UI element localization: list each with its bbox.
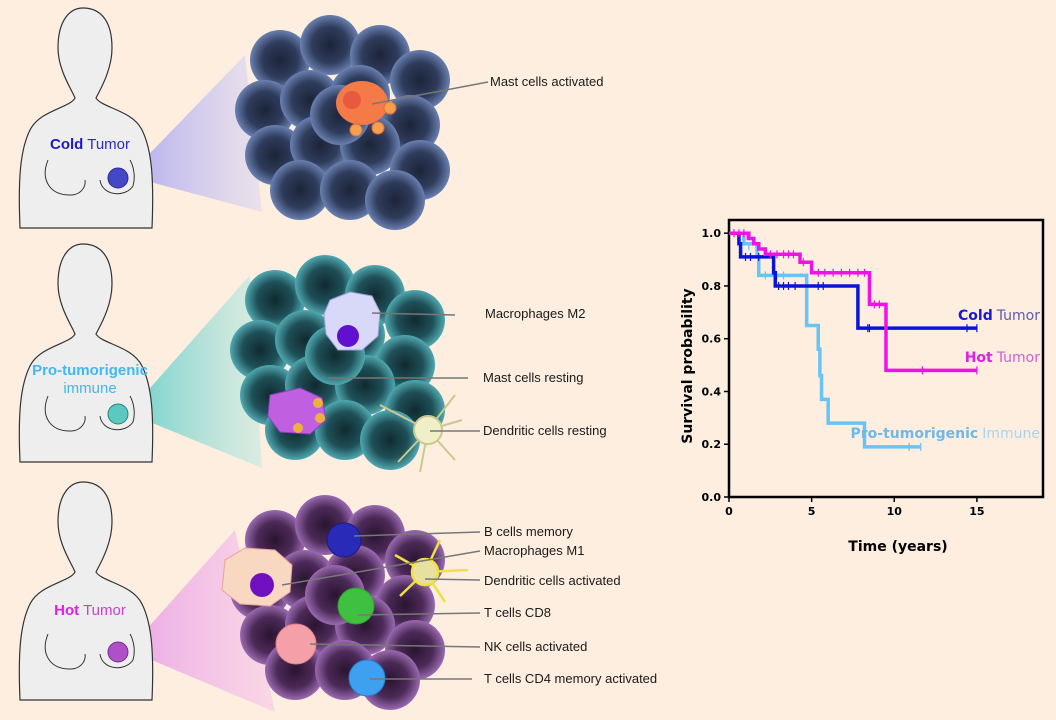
- x-tick-label: 10: [887, 505, 903, 518]
- tumor-cell: [385, 290, 445, 350]
- series-line-hot-tumor: [729, 231, 977, 373]
- hot-tumor-label: Hot Tumor: [30, 602, 150, 620]
- y-tick-label: 0.4: [702, 385, 722, 398]
- label-bold: Pro-tumorigenic: [32, 362, 148, 379]
- legend-hot-tumor: Hot Tumor: [965, 350, 1041, 366]
- label-rest: immune: [63, 380, 117, 397]
- callout-macrophages-m1: Macrophages M1: [484, 543, 585, 558]
- label-rest: Tumor: [87, 136, 130, 153]
- callout-t-cells-cd8: T cells CD8: [484, 605, 551, 620]
- label-bold: Hot: [54, 602, 80, 619]
- y-tick-label: 0.0: [702, 491, 722, 504]
- hot-tumor-mini: [107, 641, 129, 663]
- y-tick-label: 0.2: [702, 438, 722, 451]
- callout-dendritic-cells-activated: Dendritic cells activated: [484, 573, 621, 588]
- label-rest: Tumor: [83, 602, 126, 619]
- pro-zoom-cone: [128, 275, 262, 468]
- y-tick-label: 0.6: [702, 333, 722, 346]
- callout-nk-cells-activated: NK cells activated: [484, 639, 588, 654]
- body-detail-lines: [44, 159, 135, 670]
- tumor-cell: [300, 15, 360, 75]
- tumor-cell: [235, 80, 295, 140]
- tumor-cell: [365, 170, 425, 230]
- plot-frame: [727, 218, 1045, 499]
- dendritic-cell-activated: [394, 539, 469, 603]
- cold-tumor-label: Cold Tumor: [30, 136, 150, 154]
- series-line-pro-tumorigenic-immune: [729, 231, 921, 449]
- macrophage-m1: [221, 547, 293, 607]
- series-line-cold-tumor: [729, 231, 977, 330]
- callout-lines: [281, 81, 489, 680]
- y-tick-label: 0.8: [702, 280, 722, 293]
- mast-cell-activated: [336, 81, 397, 137]
- label-bold: Cold: [49, 136, 84, 153]
- dendritic-cell-resting: [379, 394, 463, 473]
- callout-t-cells-cd4-memory-activated: T cells CD4 memory activated: [484, 671, 658, 686]
- t-cell-cd4-memory-activated: [348, 659, 386, 697]
- y-axis-label: Survival probability: [680, 288, 696, 443]
- mast-cell-resting: [267, 387, 327, 435]
- callout-dendritic-cells-resting: Dendritic cells resting: [483, 423, 607, 438]
- cold-tumor-mini: [107, 167, 129, 189]
- tumor-cell: [315, 400, 375, 460]
- x-tick-label: 0: [725, 505, 733, 518]
- pro-tumor-cluster: [230, 255, 445, 470]
- y-tick-label: 1.0: [702, 227, 722, 240]
- legend-cold-tumor: Cold Tumor: [958, 308, 1040, 324]
- tumor-cell: [230, 320, 290, 380]
- callout-macrophages-m2: Macrophages M2: [485, 306, 586, 321]
- macrophage-m2: [323, 291, 381, 351]
- pro-tumor-mini: [107, 403, 129, 425]
- x-axis-label: Time (years): [848, 539, 947, 555]
- callout-mast-cells-activated: Mast cells activated: [490, 74, 604, 89]
- callout-b-cells-memory: B cells memory: [484, 524, 573, 539]
- callout-mast-cells-resting: Mast cells resting: [483, 370, 584, 385]
- legend-pro-tumorigenic-immune: Pro-tumorigenic Immune: [850, 426, 1040, 442]
- b-cell-memory: [326, 522, 362, 558]
- cold-zoom-cone: [128, 55, 262, 212]
- tumor-cell: [320, 160, 380, 220]
- tumor-cell: [390, 50, 450, 110]
- x-tick-label: 5: [808, 505, 816, 518]
- x-tick-label: 15: [969, 505, 984, 518]
- tumor-cell: [270, 160, 330, 220]
- pro-tumorigenic-label: Pro-tumorigenic immune: [22, 362, 158, 398]
